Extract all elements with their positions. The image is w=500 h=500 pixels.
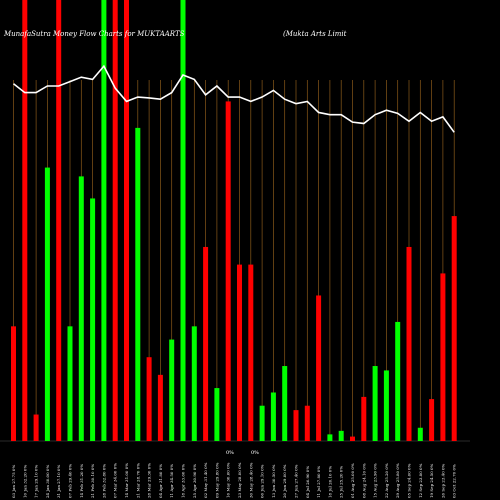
x-tick-label: 24 Jan 30.00 0% xyxy=(45,465,50,498)
x-tick-label: 04 Jul 26.90 0% xyxy=(305,466,310,498)
x-tick-label: 28 Feb 32.80 0% xyxy=(101,464,106,498)
bar-33 xyxy=(372,366,378,441)
bar-25 xyxy=(282,366,288,441)
bar-32 xyxy=(361,396,367,441)
x-tick-label: 21 Feb 30.10 0% xyxy=(90,464,95,498)
bar-36 xyxy=(406,246,412,441)
x-tick-label: 25 Jul 25.20 0% xyxy=(339,466,344,498)
bar-1 xyxy=(11,326,16,441)
bar-29 xyxy=(327,434,333,441)
bar-3 xyxy=(33,414,39,441)
mid-label-2: 0% xyxy=(251,450,259,456)
x-tick-label: 20 Jun 29.00 0% xyxy=(282,464,287,498)
bar-26 xyxy=(293,410,299,441)
bar-19 xyxy=(214,388,220,441)
bar-18 xyxy=(203,246,209,441)
bar-22 xyxy=(248,264,254,441)
x-tick-label: 15 Aug 23.90 0% xyxy=(373,463,378,498)
x-tick-label: 28 Mar 29.30 0% xyxy=(147,463,152,498)
bar-14 xyxy=(157,374,163,441)
bar-20 xyxy=(225,101,231,442)
x-tick-labels: 03 Jan 27.75 0% 10 Jan 32.20 0% 17 Jan 29.… xyxy=(11,462,457,498)
bar-40 xyxy=(451,216,457,441)
x-tick-label: 03 Jan 27.75 0% xyxy=(11,465,16,498)
bar-21 xyxy=(237,264,242,441)
x-tick-label: 07 Feb 29.40 0% xyxy=(68,464,73,498)
x-tick-label: 14 Mar 31.00 0% xyxy=(124,463,129,498)
x-tick-label: 25 Apr 30.90 0% xyxy=(192,464,197,498)
x-tick-label: 31 Jan 27.10 0% xyxy=(56,465,61,498)
x-tick-label: 18 Apr 33.60 0% xyxy=(181,464,186,498)
bar-12 xyxy=(135,127,141,441)
bar-37 xyxy=(417,427,423,441)
flow-line xyxy=(13,64,455,133)
x-tick-label: 18 Jul 26.10 0% xyxy=(327,466,332,498)
x-tick-label: 30 May 28.40 0% xyxy=(248,462,253,498)
x-tick-label: 13 Jun 30.50 0% xyxy=(271,464,276,498)
bar-35 xyxy=(395,321,401,441)
x-tick-label: 09 May 29.80 0% xyxy=(214,462,219,498)
bar-2 xyxy=(22,0,28,441)
bar-38 xyxy=(429,399,435,441)
mid-label-1: 0% xyxy=(226,450,234,456)
bar-28 xyxy=(316,295,322,441)
x-tick-label: 14 Feb 31.20 0% xyxy=(79,464,84,498)
x-tick-label: 03 Oct 22.70 0% xyxy=(452,464,457,498)
x-tick-label: 16 May 30.60 0% xyxy=(226,462,231,498)
bar-11 xyxy=(124,0,129,441)
x-tick-label: 02 May 31.40 0% xyxy=(203,462,208,498)
x-tick-label: 11 Jul 27.80 0% xyxy=(316,466,321,498)
bar-6 xyxy=(67,326,73,441)
x-tick-label: 08 Aug 24.10 0% xyxy=(361,463,366,498)
bar-17 xyxy=(191,326,197,441)
bar-13 xyxy=(146,357,152,441)
x-tick-label: 01 Aug 25.00 0% xyxy=(350,463,355,498)
bar-15 xyxy=(169,339,175,441)
x-tick-label: 10 Jan 32.20 0% xyxy=(22,465,27,498)
bar-24 xyxy=(270,392,276,441)
bar-9 xyxy=(101,0,107,441)
bar-31 xyxy=(350,436,355,441)
bar-8 xyxy=(90,198,96,441)
bar-23 xyxy=(259,405,265,441)
bar-27 xyxy=(304,405,310,441)
x-tick-label: 27 Jun 27.40 0% xyxy=(294,464,299,498)
x-tick-label: 21 Mar 28.70 0% xyxy=(135,463,140,498)
bar-7 xyxy=(78,176,84,441)
x-tick-label: 29 Aug 25.80 0% xyxy=(395,463,400,498)
x-tick-label: 23 May 28.00 0% xyxy=(237,462,242,498)
bar-34 xyxy=(383,370,389,441)
bar-10 xyxy=(112,0,118,441)
x-tick-label: 06 Jun 29.10 0% xyxy=(260,464,265,498)
x-tick-label: 19 Sep 24.50 0% xyxy=(429,463,434,498)
chart-title-left: MunafaSutra Money Flow Charts for MUKTAA… xyxy=(3,30,185,38)
bar-30 xyxy=(338,430,344,441)
x-tick-label: 22 Aug 25.20 0% xyxy=(384,463,389,498)
x-tick-label: 05 Sep 24.60 0% xyxy=(407,463,412,498)
x-tick-label: 04 Apr 31.80 0% xyxy=(158,464,163,498)
x-tick-label: 17 Jan 29.10 0% xyxy=(34,465,39,498)
x-tick-label: 12 Sep 23.80 0% xyxy=(418,463,423,498)
bar-series xyxy=(11,0,457,442)
bar-5 xyxy=(56,0,62,441)
chart-title-right: (Mukta Arts Limit xyxy=(283,30,347,38)
x-tick-label: 11 Apr 34.50 0% xyxy=(169,464,174,498)
x-tick-label: 07 Mar 34.00 0% xyxy=(113,463,118,498)
x-tick-label: 26 Sep 23.40 0% xyxy=(440,463,445,498)
bar-39 xyxy=(440,273,446,441)
bar-16 xyxy=(180,0,186,441)
bar-4 xyxy=(44,167,50,441)
